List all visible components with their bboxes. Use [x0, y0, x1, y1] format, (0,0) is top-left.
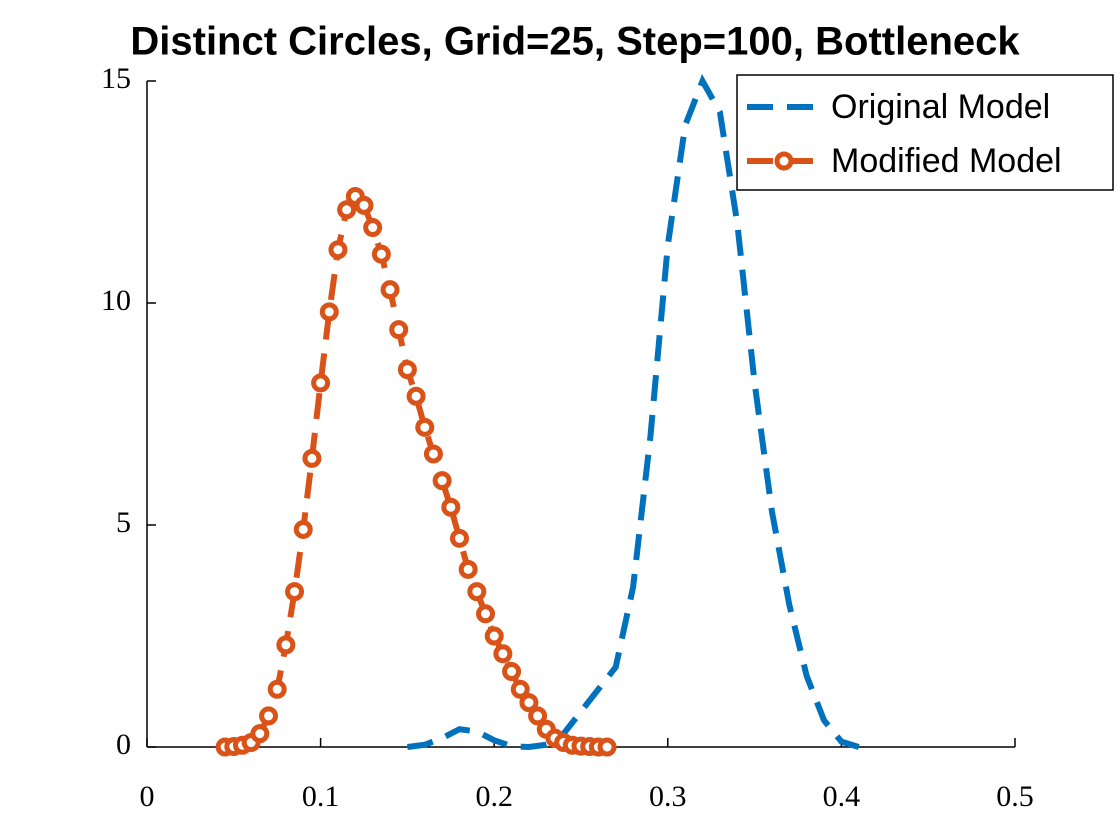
- data-point: [441, 497, 461, 517]
- legend-label: Modified Model: [831, 142, 1062, 180]
- data-point: [389, 320, 409, 340]
- data-point: [250, 724, 270, 744]
- data-point: [510, 679, 530, 699]
- data-point: [319, 302, 339, 322]
- series-line: [224, 191, 608, 750]
- data-point: [502, 662, 522, 682]
- y-tick-label: 0: [116, 728, 131, 761]
- data-point: [528, 706, 548, 726]
- x-tick-label: 0.2: [475, 780, 513, 813]
- legend-marker: [774, 151, 794, 171]
- data-point: [423, 444, 443, 464]
- legend-label: Original Model: [831, 88, 1050, 126]
- y-tick-label: 15: [101, 62, 131, 95]
- data-point: [415, 417, 435, 437]
- x-tick-label: 0.5: [996, 780, 1034, 813]
- data-point: [354, 195, 374, 215]
- data-point: [493, 644, 513, 664]
- data-point: [380, 280, 400, 300]
- data-point: [397, 360, 417, 380]
- x-tick-label: 0: [140, 780, 155, 813]
- data-point: [311, 373, 331, 393]
- data-point: [276, 635, 296, 655]
- chart-title: Distinct Circles, Grid=25, Step=100, Bot…: [130, 20, 1020, 64]
- data-point: [467, 582, 487, 602]
- x-tick-label: 0.1: [302, 780, 340, 813]
- x-tick-label: 0.3: [649, 780, 687, 813]
- y-tick-label: 10: [101, 284, 131, 317]
- x-tick-label: 0.4: [823, 780, 861, 813]
- data-point: [285, 582, 305, 602]
- data-point: [363, 218, 383, 238]
- data-point: [519, 693, 539, 713]
- data-point: [302, 448, 322, 468]
- data-point: [449, 528, 469, 548]
- data-point: [406, 386, 426, 406]
- data-point: [432, 471, 452, 491]
- data-point: [476, 604, 496, 624]
- data-point: [328, 240, 348, 260]
- data-point: [458, 559, 478, 579]
- data-point: [267, 679, 287, 699]
- data-point: [259, 706, 279, 726]
- data-point: [484, 626, 504, 646]
- data-point: [293, 519, 313, 539]
- data-point: [371, 244, 391, 264]
- y-tick-label: 5: [116, 506, 131, 539]
- data-point: [337, 200, 357, 220]
- legend-box: [736, 74, 1114, 191]
- series-line: [407, 73, 860, 751]
- data-point: [597, 737, 617, 757]
